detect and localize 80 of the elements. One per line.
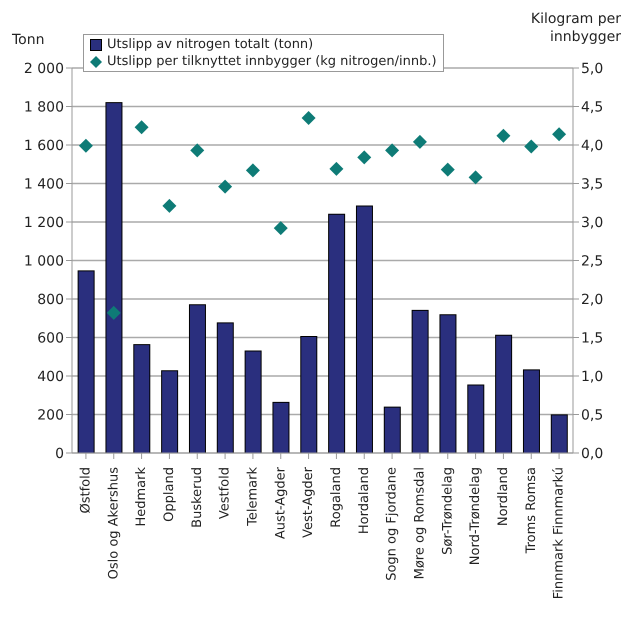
x-tick-label: Hedmark [134,466,150,527]
x-tick-label: Oppland [162,467,177,522]
point [106,306,121,320]
bar [522,369,540,453]
y-tick-label: 1 600 [24,138,64,154]
bar [550,414,568,453]
point [524,140,538,154]
x-tick-label: Rogaland [328,467,344,528]
point [440,162,455,177]
x-tick-label: Hordaland [356,467,372,534]
x-tick-label: Oslo og Akershus [106,466,122,580]
bar [105,102,122,453]
point [162,198,176,213]
x-tick-label: Vestfold [218,467,233,520]
bar [412,310,429,453]
x-tick-label: Nord-Trøndelag [468,467,484,566]
bar [328,214,346,453]
y2-tick-label: 2,0 [581,292,604,308]
legend-label: Utslipp per tilknyttet innbygger (kg nitrogen/innb.) [107,53,437,70]
y2-tick-label: 0,5 [581,407,604,424]
x-tick-label: Sør-Trøndelag [440,467,456,555]
point [412,134,427,149]
bar [439,314,456,453]
y2-tick-label: 0,0 [581,446,604,462]
bar [272,402,290,453]
y-tick-label: 2 000 [24,60,64,77]
bar [133,344,150,453]
point [385,143,400,158]
point [468,170,483,184]
y-tick-label: 200 [37,407,64,424]
y-tick-label: 1 400 [24,176,64,192]
y2-tick-label: 1,5 [581,330,604,346]
y2-tick-label: 3,0 [581,214,604,231]
point [134,120,149,134]
x-tick-label: Aust-Agder [273,466,288,540]
bar [161,370,178,453]
point [496,128,510,143]
bar [467,384,484,453]
y2-tick-label: 4,5 [581,99,604,116]
x-tick-label: Møre og Romsdal [412,467,428,580]
bar [300,336,318,453]
point [218,180,232,194]
point [274,221,288,236]
y2-tick-label: 5,0 [581,60,604,77]
y2-tick-label: 4,0 [581,138,604,154]
x-tick-label: Østfold [78,467,94,514]
point [329,162,344,176]
y-tick-label: 800 [37,292,64,308]
x-tick-label: Vest-Agder [301,466,316,538]
point [357,150,372,164]
x-tick-label: Troms Romsa [524,467,539,554]
y-tick-label: 1 200 [24,214,64,231]
y2-tick-label: 2,5 [581,253,604,270]
y-tick-label: 1 800 [24,99,64,116]
point [302,111,316,126]
x-tick-label: Sogn og Fjordane [384,467,400,581]
x-tick-label: Finnmark Finnmarkú [552,467,567,600]
y-tick-label: 400 [37,368,64,385]
bar [495,334,512,453]
point [190,143,204,158]
bar [356,206,373,453]
point [552,127,566,142]
bar [216,322,234,453]
bar [188,304,206,453]
bar [244,350,262,453]
x-tick-label: Nordland [496,467,511,526]
point [78,138,93,153]
bar [384,406,401,453]
x-tick-label: Telemark [245,466,260,527]
bar [78,270,95,453]
x-tick-label: Buskerud [190,467,205,528]
y-tick-label: 0 [55,446,64,462]
point [246,163,260,178]
y2-axis-title: Kilogram per innbygger [530,10,621,46]
legend-label: Utslipp av nitrogen totalt (tonn) [107,36,314,53]
y-tick-label: 1 000 [24,253,64,270]
y2-tick-label: 3,5 [581,176,604,192]
y-axis-title: Tonn [12,32,44,48]
y-tick-label: 600 [37,330,64,346]
y2-tick-label: 1,0 [581,368,604,385]
